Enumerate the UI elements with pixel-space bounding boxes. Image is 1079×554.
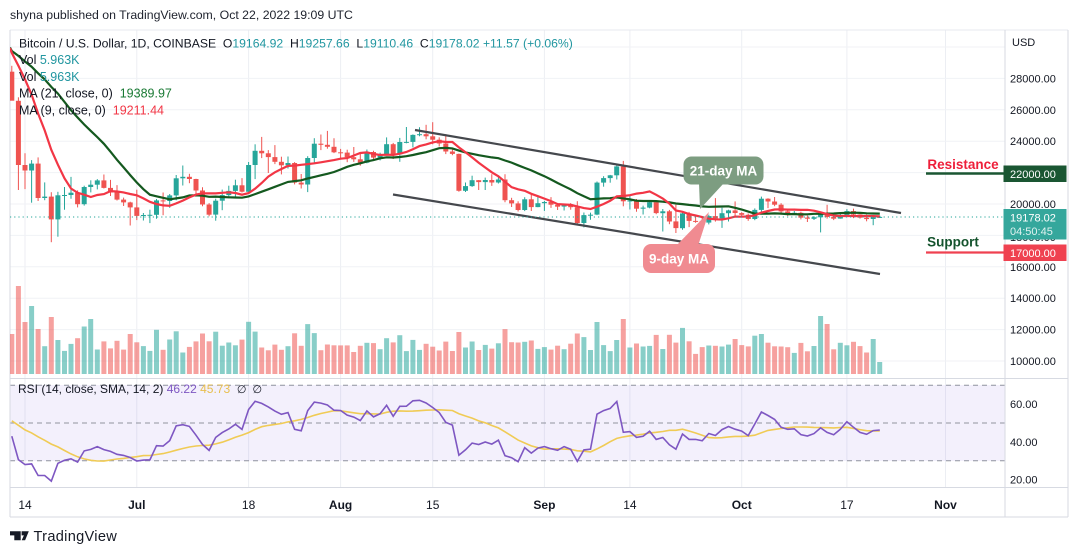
svg-text:04:50:45: 04:50:45 <box>1010 226 1053 238</box>
svg-text:Jul: Jul <box>128 498 145 512</box>
svg-text:Support: Support <box>927 235 979 250</box>
svg-text:Resistance: Resistance <box>927 157 999 172</box>
svg-text:17: 17 <box>840 498 854 512</box>
svg-text:Aug: Aug <box>329 498 352 512</box>
svg-text:14: 14 <box>18 498 32 512</box>
svg-text:MA (21, close, 0) 19389.97: MA (21, close, 0) 19389.97 <box>19 87 172 101</box>
svg-text:USD: USD <box>1012 37 1035 49</box>
svg-text:20000.00: 20000.00 <box>1010 199 1056 211</box>
svg-text:10000.00: 10000.00 <box>1010 356 1056 368</box>
svg-text:Nov: Nov <box>934 498 957 512</box>
svg-text:MA (9, close, 0) 19211.44: MA (9, close, 0) 19211.44 <box>19 104 164 118</box>
svg-text:shyna published on TradingView: shyna published on TradingView.com, Oct … <box>10 8 353 22</box>
svg-text:16000.00: 16000.00 <box>1010 262 1056 274</box>
svg-text:20.00: 20.00 <box>1010 475 1038 487</box>
svg-text:26000.00: 26000.00 <box>1010 105 1056 117</box>
svg-text:Oct: Oct <box>732 498 752 512</box>
svg-text:14000.00: 14000.00 <box>1010 293 1056 305</box>
svg-text:Sep: Sep <box>533 498 555 512</box>
svg-text:RSI (14, close, SMA, 14, 2) 46: RSI (14, close, SMA, 14, 2) 46.22 45.73 … <box>18 382 262 396</box>
svg-text:12000.00: 12000.00 <box>1010 325 1056 337</box>
svg-text:21-day MA: 21-day MA <box>690 164 758 179</box>
svg-text:9-day MA: 9-day MA <box>649 252 709 267</box>
svg-text:22000.00: 22000.00 <box>1010 169 1056 181</box>
svg-text:24000.00: 24000.00 <box>1010 136 1056 148</box>
svg-text:28000.00: 28000.00 <box>1010 73 1056 85</box>
svg-text:15: 15 <box>426 498 440 512</box>
svg-text:60.00: 60.00 <box>1010 399 1038 411</box>
svg-text:14: 14 <box>623 498 637 512</box>
svg-text:TradingView: TradingView <box>34 529 118 545</box>
svg-text:40.00: 40.00 <box>1010 437 1038 449</box>
svg-text:17000.00: 17000.00 <box>1010 248 1056 260</box>
svg-text:Vol 5.963K: Vol 5.963K <box>19 53 80 67</box>
svg-text:Bitcoin / U.S. Dollar, 1D, COI: Bitcoin / U.S. Dollar, 1D, COINBASE O191… <box>19 37 573 51</box>
svg-text:Vol 5.963K: Vol 5.963K <box>19 70 80 84</box>
svg-text:19178.02: 19178.02 <box>1010 213 1056 225</box>
svg-text:18: 18 <box>242 498 256 512</box>
